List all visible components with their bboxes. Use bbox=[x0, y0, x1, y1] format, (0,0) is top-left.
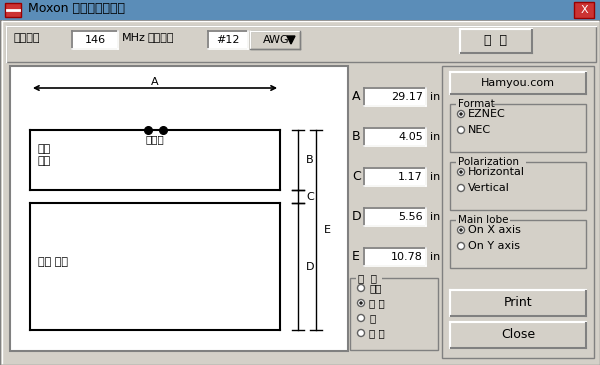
Bar bbox=[450, 72, 586, 94]
Text: 英 时: 英 时 bbox=[369, 298, 385, 308]
Text: EZNEC: EZNEC bbox=[468, 109, 506, 119]
Circle shape bbox=[358, 330, 365, 337]
Text: 1.17: 1.17 bbox=[398, 172, 423, 182]
Text: 146: 146 bbox=[85, 35, 106, 45]
Text: Print: Print bbox=[503, 296, 532, 310]
Text: 英尺: 英尺 bbox=[369, 283, 382, 293]
Bar bbox=[450, 162, 586, 210]
Circle shape bbox=[459, 170, 463, 174]
Text: 线材尺寸: 线材尺寸 bbox=[148, 33, 175, 43]
Text: 驱动
单元: 驱动 单元 bbox=[38, 144, 51, 166]
Bar bbox=[209, 32, 247, 48]
Text: X: X bbox=[580, 5, 588, 15]
Text: C: C bbox=[352, 170, 361, 184]
Text: B: B bbox=[306, 155, 314, 165]
Text: 反射 单元: 反射 单元 bbox=[38, 257, 68, 267]
Bar bbox=[250, 31, 300, 49]
Text: 米: 米 bbox=[369, 313, 375, 323]
Text: C: C bbox=[306, 192, 314, 201]
Bar bbox=[442, 66, 594, 358]
Bar bbox=[450, 290, 586, 316]
Circle shape bbox=[359, 301, 363, 305]
Text: 29.17: 29.17 bbox=[391, 92, 423, 102]
Circle shape bbox=[458, 127, 464, 134]
Text: AWG: AWG bbox=[263, 35, 290, 45]
Text: 毫 米: 毫 米 bbox=[369, 328, 385, 338]
Polygon shape bbox=[287, 36, 295, 44]
Text: in: in bbox=[430, 252, 440, 262]
Circle shape bbox=[458, 184, 464, 192]
Bar bbox=[456, 215, 509, 225]
Text: A: A bbox=[352, 91, 361, 104]
Text: Moxon 方框天线计算器: Moxon 方框天线计算器 bbox=[28, 2, 125, 15]
Bar bbox=[460, 29, 532, 53]
Text: Polarization: Polarization bbox=[458, 157, 519, 167]
Text: NEC: NEC bbox=[468, 125, 491, 135]
Text: 工作频率: 工作频率 bbox=[14, 33, 41, 43]
Text: Main lobe: Main lobe bbox=[458, 215, 509, 225]
Text: 5.56: 5.56 bbox=[398, 212, 423, 222]
Text: E: E bbox=[352, 250, 360, 264]
Text: in: in bbox=[430, 212, 440, 222]
Bar bbox=[365, 169, 425, 185]
Text: in: in bbox=[430, 132, 440, 142]
Bar bbox=[365, 129, 425, 145]
Bar bbox=[456, 157, 526, 167]
Text: #12: #12 bbox=[216, 35, 240, 45]
Circle shape bbox=[358, 284, 365, 292]
Text: Format: Format bbox=[458, 99, 495, 109]
Bar bbox=[73, 32, 117, 48]
Text: 馈电点: 馈电点 bbox=[146, 134, 164, 144]
Text: On Y axis: On Y axis bbox=[468, 241, 520, 251]
Circle shape bbox=[458, 169, 464, 176]
Circle shape bbox=[459, 112, 463, 116]
Bar bbox=[10, 66, 348, 351]
Text: 单  位: 单 位 bbox=[358, 273, 377, 283]
Text: 4.05: 4.05 bbox=[398, 132, 423, 142]
Text: Horizontal: Horizontal bbox=[468, 167, 525, 177]
Text: D: D bbox=[352, 211, 362, 223]
Circle shape bbox=[458, 242, 464, 250]
Bar bbox=[5, 3, 21, 17]
Text: 计  算: 计 算 bbox=[485, 35, 508, 47]
Bar bbox=[365, 209, 425, 225]
Text: in: in bbox=[430, 92, 440, 102]
Text: Hamyou.com: Hamyou.com bbox=[481, 78, 555, 88]
Bar bbox=[450, 322, 586, 348]
Bar bbox=[356, 273, 382, 283]
Text: On X axis: On X axis bbox=[468, 225, 521, 235]
Circle shape bbox=[458, 111, 464, 118]
Bar bbox=[0, 0, 600, 20]
Circle shape bbox=[458, 227, 464, 234]
Bar bbox=[450, 104, 586, 152]
Bar bbox=[365, 249, 425, 265]
Circle shape bbox=[459, 228, 463, 232]
Text: D: D bbox=[306, 261, 314, 272]
Text: MHz: MHz bbox=[122, 33, 146, 43]
Text: A: A bbox=[151, 77, 159, 87]
Text: Vertical: Vertical bbox=[468, 183, 510, 193]
Circle shape bbox=[358, 315, 365, 322]
Bar bbox=[574, 2, 594, 18]
Bar bbox=[365, 89, 425, 105]
Text: B: B bbox=[352, 131, 361, 143]
Text: in: in bbox=[430, 172, 440, 182]
Text: E: E bbox=[324, 225, 331, 235]
Bar bbox=[456, 99, 493, 109]
Circle shape bbox=[358, 300, 365, 307]
Bar bbox=[450, 220, 586, 268]
Text: Close: Close bbox=[501, 328, 535, 342]
Bar bbox=[6, 26, 596, 62]
Bar bbox=[350, 278, 438, 350]
Text: 10.78: 10.78 bbox=[391, 252, 423, 262]
